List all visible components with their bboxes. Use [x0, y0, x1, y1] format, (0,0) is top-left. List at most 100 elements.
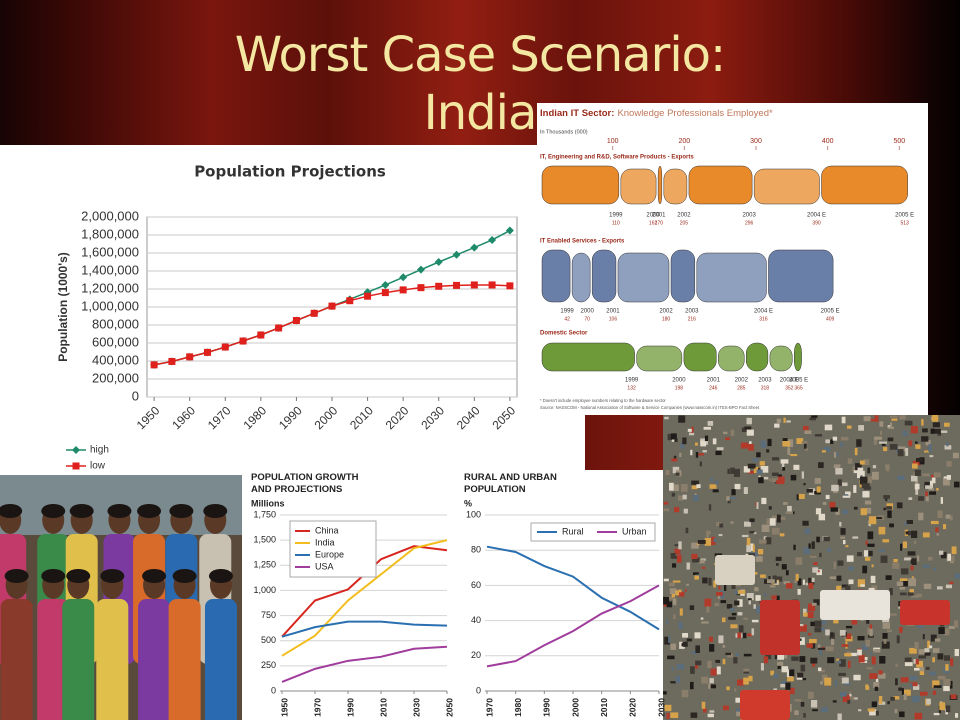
photo-detail [860, 584, 865, 587]
photo-detail [809, 639, 817, 644]
photo-detail [776, 418, 782, 424]
legend-marker [72, 446, 80, 454]
photo-detail [686, 562, 691, 570]
photo-detail [783, 502, 788, 505]
photo-detail [943, 477, 950, 486]
data-point [488, 281, 496, 289]
photo-detail [797, 589, 801, 595]
data-line [486, 584, 660, 668]
photo-detail [827, 657, 835, 664]
photo-detail [142, 569, 167, 583]
photo-detail [829, 501, 836, 508]
photo-detail [810, 657, 818, 664]
photo-detail [671, 439, 675, 442]
photo-detail [845, 491, 851, 496]
photo-detail [701, 701, 706, 709]
photo-detail [802, 579, 805, 585]
photo-detail [781, 564, 787, 570]
photo-detail [918, 649, 926, 655]
pictogram-segment [683, 342, 717, 372]
photo-detail [848, 579, 854, 585]
photo-detail [753, 532, 757, 535]
photo-detail [848, 566, 854, 571]
x-tick-label: 2000 [570, 698, 580, 717]
photo-detail [899, 586, 906, 590]
photo-detail [915, 487, 919, 495]
photo-detail [914, 712, 923, 720]
photo-detail [782, 441, 791, 447]
photo-detail [747, 598, 752, 601]
photo-detail [950, 658, 954, 666]
photo-detail [892, 562, 900, 569]
photo-detail [865, 540, 868, 545]
photo-detail [806, 643, 813, 648]
photo-detail [920, 666, 925, 672]
photo-detail [785, 682, 791, 690]
photo-detail [945, 514, 951, 519]
photo-detail [822, 501, 827, 505]
photo-detail [673, 614, 676, 620]
photo-detail [847, 425, 852, 429]
photo-detail [676, 663, 685, 670]
data-point [239, 337, 247, 345]
photo-detail [69, 504, 94, 518]
photo-detail [896, 502, 903, 509]
photo-detail [825, 646, 834, 652]
photo-detail [803, 483, 806, 486]
photo-detail [839, 521, 842, 527]
photo-detail [809, 555, 817, 558]
photo-detail [948, 626, 955, 629]
photo-detail [835, 508, 840, 515]
photo-detail [671, 667, 674, 671]
data-point [470, 243, 479, 252]
photo-detail [806, 489, 813, 493]
photo-detail [830, 439, 834, 444]
photo-detail [893, 559, 898, 563]
photo-detail [681, 689, 689, 698]
photo-detail [870, 418, 876, 422]
photo-detail [680, 442, 685, 449]
photo-detail [855, 463, 862, 470]
photo-detail [800, 664, 806, 672]
photo-detail [827, 548, 832, 552]
value-label: 198 [675, 385, 684, 391]
y-tick-label: 1,250 [253, 560, 276, 570]
photo-detail [900, 543, 903, 551]
photo-detail [820, 681, 823, 685]
photo-detail [904, 662, 913, 667]
y-tick-label: 40 [471, 615, 481, 625]
photo-detail [682, 437, 687, 445]
photo-detail [937, 510, 943, 518]
photo-detail [836, 658, 840, 662]
category-label: 2000 [672, 378, 686, 384]
category-label: 2002 [677, 213, 691, 219]
photo-detail [887, 701, 890, 705]
photo-detail [752, 544, 755, 553]
photo-detail [716, 592, 723, 596]
photo-detail [864, 657, 868, 661]
photo-detail [743, 668, 750, 672]
photo-detail [889, 523, 894, 528]
photo-detail [781, 461, 785, 470]
photo-detail [696, 484, 701, 488]
photo-detail [908, 497, 913, 500]
photo-detail [835, 468, 843, 475]
photo-detail [797, 493, 805, 499]
photo-detail [776, 514, 781, 523]
photo-detail [722, 617, 726, 623]
photo-detail [887, 425, 891, 429]
photo-detail [776, 595, 780, 601]
photo-detail [720, 600, 727, 604]
photo-detail [858, 425, 864, 431]
photo-detail [800, 702, 805, 707]
photo-detail [949, 515, 953, 521]
photo-detail [924, 450, 929, 453]
photo-detail [858, 709, 862, 712]
photo-detail [663, 596, 669, 605]
photo-detail [683, 508, 688, 514]
photo-detail [702, 577, 708, 584]
photo-detail [878, 673, 886, 679]
photo-detail [908, 440, 913, 447]
data-point [275, 324, 283, 332]
legend-label: India [315, 537, 335, 547]
